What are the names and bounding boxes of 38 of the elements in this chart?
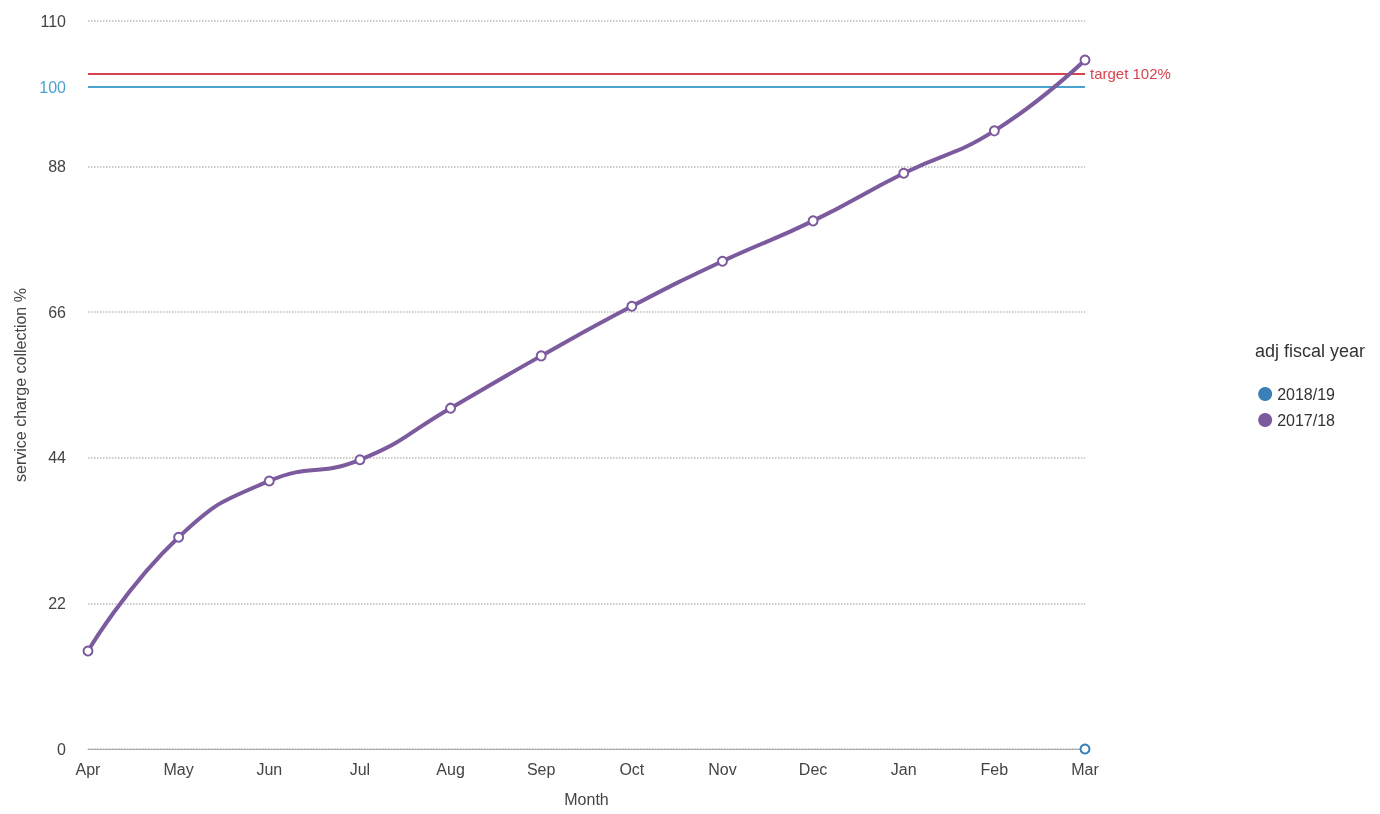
x-tick-label: Sep [526,760,556,778]
point [263,475,275,487]
y-tick-label: 66 [48,303,67,321]
point [1079,54,1091,66]
point [898,167,910,179]
point [716,255,728,267]
legend-label: 2018/19 [1277,385,1336,403]
x-tick-label: Jan [890,760,917,778]
x-tick-label: Feb [980,760,1009,778]
point [354,454,366,466]
ref-line-label: target 102% [1090,65,1171,83]
x-tick-label: Jun [256,760,283,778]
x-tick-label: Dec [798,760,828,778]
point [626,300,638,312]
legend-title: adj fiscal year [1254,341,1366,361]
point [173,531,185,543]
point [445,402,457,414]
x-tick-label: Nov [708,760,737,778]
y-tick-label: 0 [57,740,67,758]
x-axis-title: Month [564,790,609,808]
x-tick-label: Jul [349,760,371,778]
x-tick-label: Oct [619,760,645,778]
x-tick-label: Aug [436,760,465,778]
point [807,215,819,227]
point [82,645,94,657]
y-tick-label: 88 [48,158,67,176]
point [1079,743,1091,755]
point [988,125,1000,137]
y-tick-label: 44 [48,449,67,467]
x-tick-label: Apr [75,760,102,778]
y-tick-label: 110 [40,12,67,30]
y-tick-label: 22 [48,594,67,612]
legend-label: 2017/18 [1277,411,1336,429]
y-axis-title: service charge collection % [11,288,29,482]
x-tick-label: May [163,760,194,778]
x-tick-label: Mar [1071,760,1100,778]
point [535,350,547,362]
y-tick-label: 100 [39,78,67,96]
